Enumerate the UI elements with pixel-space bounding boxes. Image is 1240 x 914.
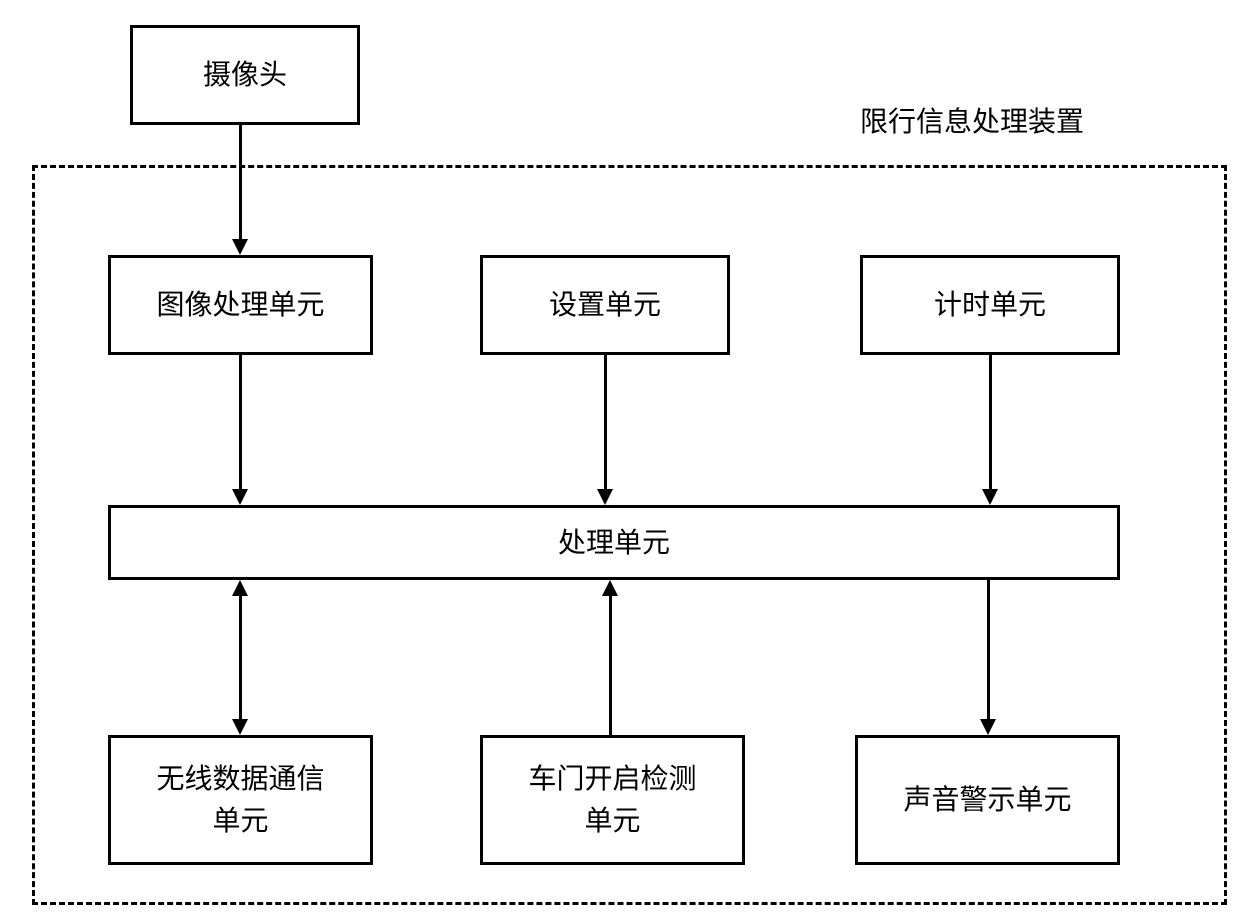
node-processing-label: 处理单元 <box>558 522 670 564</box>
node-camera-label: 摄像头 <box>203 54 287 96</box>
node-setting: 设置单元 <box>480 255 730 355</box>
node-processing: 处理单元 <box>108 505 1120 580</box>
node-camera: 摄像头 <box>130 25 360 125</box>
node-timer: 计时单元 <box>860 255 1120 355</box>
node-timer-label: 计时单元 <box>934 284 1046 326</box>
node-wireless: 无线数据通信 单元 <box>108 735 373 865</box>
device-title: 限行信息处理装置 <box>860 100 1084 140</box>
node-image-proc: 图像处理单元 <box>108 255 373 355</box>
node-image-proc-label: 图像处理单元 <box>156 284 324 326</box>
node-wireless-label: 无线数据通信 单元 <box>156 758 324 842</box>
node-setting-label: 设置单元 <box>549 284 661 326</box>
node-door-detect-label: 车门开启检测 单元 <box>528 758 696 842</box>
diagram-canvas: 限行信息处理装置 摄像头 图像处理单元 设置单元 计时单元 处理单元 无线数据通… <box>0 0 1240 914</box>
node-sound-alert-label: 声音警示单元 <box>903 779 1071 821</box>
node-sound-alert: 声音警示单元 <box>855 735 1120 865</box>
node-door-detect: 车门开启检测 单元 <box>480 735 745 865</box>
